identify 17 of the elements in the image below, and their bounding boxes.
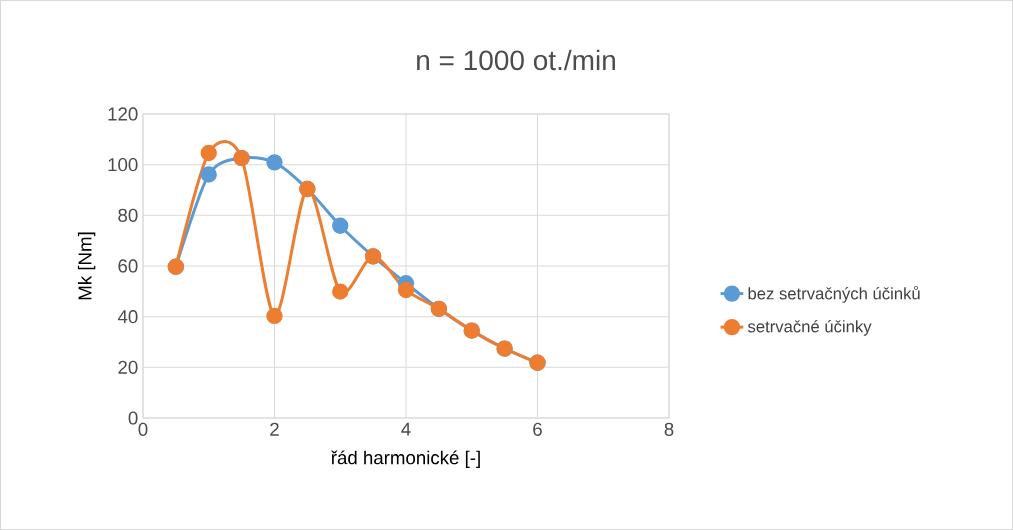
x-tick-label: 0 (138, 422, 148, 436)
y-tick-label: 60 (118, 259, 138, 273)
x-tick-label: 8 (664, 422, 674, 436)
x-tick-label: 4 (401, 422, 411, 436)
x-axis-title: řád harmonické [-] (331, 450, 480, 469)
y-axis-title: Mk [Nm] (77, 232, 96, 300)
y-tick-label: 100 (108, 158, 138, 172)
y-tick-label: 120 (108, 107, 138, 121)
legend-label: bez setrvačných účinků (748, 285, 920, 303)
y-tick-label: 80 (118, 208, 138, 222)
x-tick-label: 2 (270, 422, 279, 436)
legend-label: setrvačné účinky (747, 320, 872, 336)
y-tick-label: 40 (117, 310, 138, 324)
y-tick-label: 20 (118, 360, 138, 374)
x-tick-label: 6 (533, 422, 542, 436)
chart-title: n = 1000 ot./min (417, 49, 615, 71)
y-tick-label: 0 (128, 411, 138, 425)
